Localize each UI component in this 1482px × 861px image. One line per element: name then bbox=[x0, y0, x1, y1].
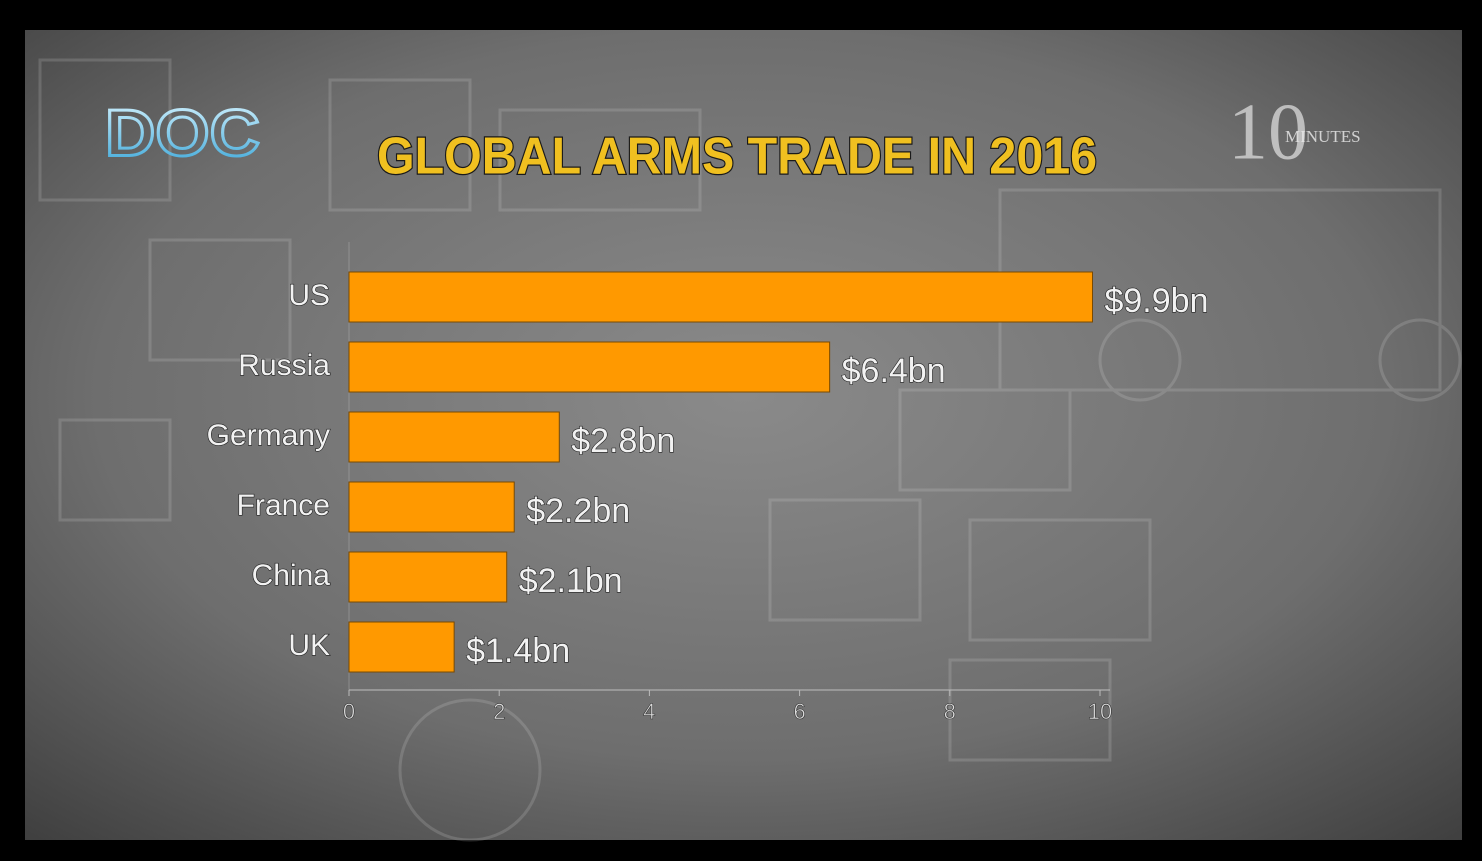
y-tick-label: US bbox=[288, 279, 330, 312]
value-label: $2.1bn bbox=[519, 562, 623, 600]
x-tick-label: 6 bbox=[793, 699, 805, 724]
x-tick-label: 8 bbox=[944, 699, 956, 724]
background-photo bbox=[25, 30, 1462, 840]
x-tick-label: 2 bbox=[493, 699, 505, 724]
x-tick-label: 10 bbox=[1088, 699, 1112, 724]
x-tick-label: 0 bbox=[343, 699, 355, 724]
y-tick-label: China bbox=[252, 559, 331, 592]
logo: DOC bbox=[105, 95, 260, 169]
bar bbox=[348, 621, 455, 673]
value-label: $9.9bn bbox=[1104, 282, 1208, 320]
value-label: $1.4bn bbox=[466, 632, 570, 670]
value-label: $2.8bn bbox=[571, 422, 675, 460]
y-tick-label: France bbox=[237, 489, 330, 522]
y-tick-label: UK bbox=[288, 629, 330, 662]
y-tick-label: Russia bbox=[238, 349, 330, 382]
watermark-text: MINUTES bbox=[1285, 127, 1361, 146]
y-tick-label: Germany bbox=[207, 419, 330, 452]
photo-texture bbox=[38, 58, 1462, 842]
bar bbox=[348, 551, 508, 603]
value-label: $6.4bn bbox=[842, 352, 946, 390]
bar bbox=[348, 271, 1093, 323]
x-tick-label: 4 bbox=[643, 699, 655, 724]
bar bbox=[348, 341, 831, 393]
chart-title: GLOBAL ARMS TRADE IN 2016 bbox=[377, 128, 1097, 186]
bar bbox=[348, 481, 515, 533]
bar bbox=[348, 411, 560, 463]
value-label: $2.2bn bbox=[526, 492, 630, 530]
watermark-number: 10 bbox=[1228, 88, 1308, 176]
